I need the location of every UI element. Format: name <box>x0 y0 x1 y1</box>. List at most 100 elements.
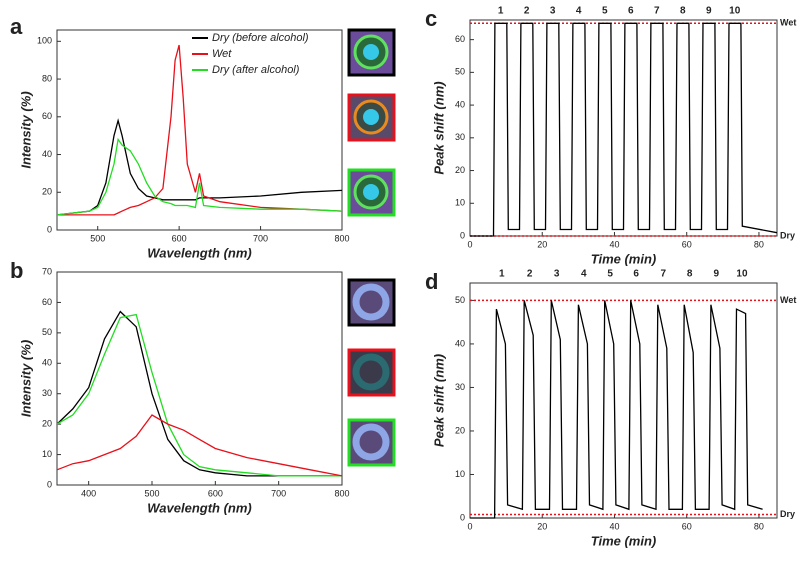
x-tick-label: 0 <box>467 239 472 249</box>
y-tick-label: 40 <box>42 358 52 368</box>
y-tick-label: 30 <box>42 388 52 398</box>
x-tick-label: 400 <box>81 488 96 498</box>
cycle-label: 5 <box>602 6 608 17</box>
panel-letter: b <box>10 258 23 283</box>
plot-frame <box>56 271 343 486</box>
x-tick-label: 80 <box>754 521 764 531</box>
panel-letter: a <box>10 14 23 39</box>
y-tick-label: 20 <box>42 187 52 197</box>
cycle-label: 6 <box>628 6 634 17</box>
cycle-label: 4 <box>576 6 582 17</box>
cycle-label: 9 <box>714 269 720 280</box>
y-tick-label: 40 <box>455 99 465 109</box>
x-axis-label: Time (min) <box>591 251 657 266</box>
y-tick-label: 10 <box>455 198 465 208</box>
y-tick-label: 20 <box>455 165 465 175</box>
x-tick-label: 700 <box>253 233 268 243</box>
x-tick-label: 40 <box>609 521 619 531</box>
y-axis-label: Intensity (%) <box>18 340 33 417</box>
x-tick-label: 600 <box>208 488 223 498</box>
photo-ring <box>352 353 390 391</box>
cycle-label: 9 <box>706 6 712 17</box>
y-tick-label: 0 <box>47 479 52 489</box>
x-tick-label: 20 <box>537 239 547 249</box>
y-tick-label: 50 <box>455 67 465 77</box>
y-tick-label: 20 <box>42 419 52 429</box>
y-tick-label: 30 <box>455 132 465 142</box>
cycle-label: 7 <box>660 269 666 280</box>
legend-label: Dry (after alcohol) <box>212 64 300 76</box>
y-tick-label: 50 <box>455 295 465 305</box>
y-tick-label: 60 <box>42 297 52 307</box>
data-line <box>57 44 343 216</box>
y-tick-label: 10 <box>455 469 465 479</box>
cycle-label: 10 <box>736 269 748 280</box>
cycle-label: 8 <box>680 6 686 17</box>
cycle-label: 10 <box>729 6 741 17</box>
data-line <box>56 414 343 477</box>
y-tick-label: 0 <box>460 230 465 240</box>
y-tick-label: 40 <box>42 149 52 159</box>
cycle-label: 3 <box>554 269 560 280</box>
cycle-label: 1 <box>498 6 504 17</box>
x-tick-label: 20 <box>537 521 547 531</box>
panel-letter: d <box>425 269 438 294</box>
y-tick-label: 50 <box>42 327 52 337</box>
cycle-label: 1 <box>499 269 505 280</box>
x-tick-label: 700 <box>271 488 286 498</box>
reference-label: Wet <box>780 18 796 28</box>
cycle-label: 4 <box>581 269 587 280</box>
photo-dot <box>363 184 379 200</box>
x-axis-label: Time (min) <box>591 533 657 548</box>
reference-label: Dry <box>780 230 795 240</box>
data-line <box>470 22 778 237</box>
x-tick-label: 800 <box>334 233 349 243</box>
y-tick-label: 0 <box>47 224 52 234</box>
data-line <box>56 118 343 216</box>
y-tick-label: 80 <box>42 73 52 83</box>
y-axis-label: Peak shift (nm) <box>431 81 446 174</box>
y-tick-label: 100 <box>37 36 52 46</box>
cycle-label: 2 <box>527 269 533 280</box>
reference-label: Dry <box>780 509 795 519</box>
x-axis-label: Wavelength (nm) <box>147 245 252 260</box>
cycle-label: 6 <box>633 269 639 280</box>
y-tick-label: 20 <box>455 425 465 435</box>
x-tick-label: 60 <box>682 521 692 531</box>
y-tick-label: 0 <box>460 512 465 522</box>
cycle-label: 5 <box>607 269 613 280</box>
y-axis-label: Peak shift (nm) <box>431 354 446 447</box>
y-tick-label: 10 <box>42 449 52 459</box>
x-tick-label: 60 <box>682 239 692 249</box>
x-tick-label: 500 <box>144 488 159 498</box>
photos <box>347 28 396 467</box>
x-tick-label: 80 <box>754 239 764 249</box>
cycle-label: 3 <box>550 6 556 17</box>
x-tick-label: 600 <box>172 233 187 243</box>
y-tick-label: 70 <box>42 266 52 276</box>
data-line <box>56 310 342 477</box>
y-axis-label: Intensity (%) <box>18 91 33 168</box>
y-tick-label: 60 <box>42 111 52 121</box>
plot-frame <box>469 282 778 519</box>
data-line <box>470 300 763 519</box>
photo-dot <box>363 109 379 125</box>
x-tick-label: 0 <box>467 521 472 531</box>
y-tick-label: 60 <box>455 34 465 44</box>
cycle-label: 8 <box>687 269 693 280</box>
panel-letter: c <box>425 6 437 31</box>
data-line <box>56 313 342 477</box>
reference-label: Wet <box>780 295 796 305</box>
y-tick-label: 30 <box>455 382 465 392</box>
x-tick-label: 40 <box>609 239 619 249</box>
cycle-label: 7 <box>654 6 660 17</box>
photo-ring <box>352 283 390 321</box>
plot-frame <box>56 29 343 231</box>
photo-dot <box>363 44 379 60</box>
legend-label: Wet <box>212 48 232 60</box>
photo-ring <box>352 423 390 461</box>
legend-label: Dry (before alcohol) <box>212 32 309 44</box>
x-tick-label: 500 <box>90 233 105 243</box>
y-tick-label: 40 <box>455 338 465 348</box>
